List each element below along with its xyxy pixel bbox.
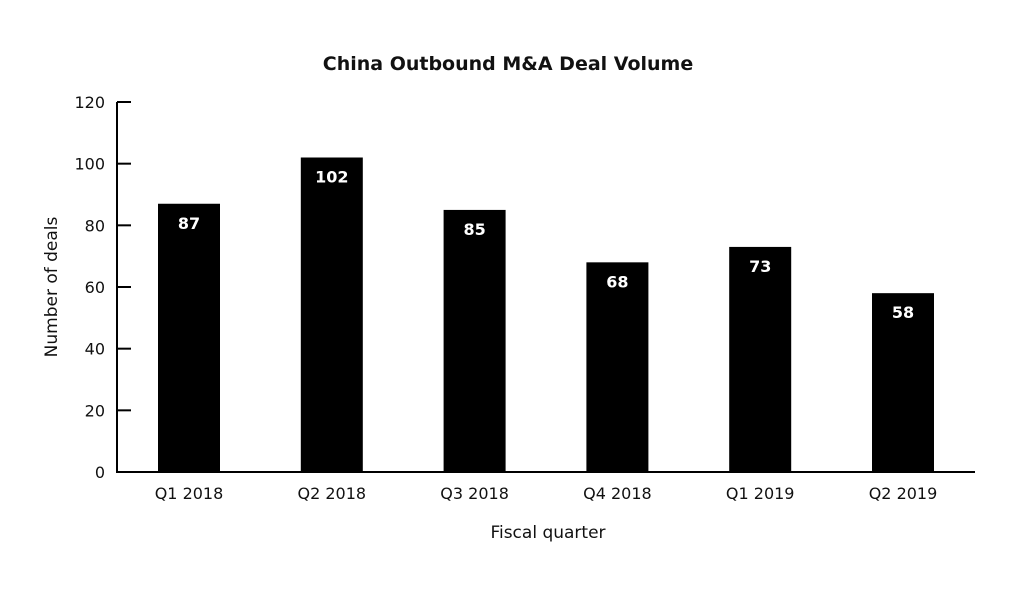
y-tick-label: 0: [95, 463, 105, 482]
bar-q2-2018: [300, 157, 363, 472]
y-tick-label: 60: [85, 278, 105, 297]
y-tick-label: 120: [74, 93, 105, 112]
x-tick-label: Q4 2018: [583, 484, 652, 503]
data-label: 73: [749, 257, 771, 276]
y-tick-label: 80: [85, 216, 105, 235]
bar-q1-2018: [158, 203, 220, 472]
bar-q2-2019: [872, 293, 934, 472]
y-axis: 0 20 40 60 80 100 120: [74, 93, 131, 482]
x-tick-label: Q2 2018: [298, 484, 367, 503]
x-axis: Q1 2018 Q2 2018 Q3 2018 Q4 2018 Q1 2019 Q2 20…: [116, 471, 975, 503]
bar-q3-2018: [443, 209, 506, 472]
x-axis-label: Fiscal quarter: [490, 523, 605, 543]
bar-q4-2018: [586, 262, 649, 472]
x-tick-label: Q3 2018: [440, 484, 509, 503]
y-tick-label: 100: [74, 155, 105, 174]
y-axis-label: Number of deals: [42, 216, 62, 357]
x-tick-label: Q1 2018: [155, 484, 224, 503]
data-label: 102: [315, 168, 348, 187]
data-label: 85: [463, 220, 485, 239]
data-label: 87: [178, 214, 200, 233]
bar-q1-2019: [729, 246, 792, 472]
y-tick-label: 40: [85, 340, 105, 359]
data-label: 68: [606, 272, 628, 291]
x-tick-label: Q2 2019: [869, 484, 938, 503]
x-tick-label: Q1 2019: [726, 484, 795, 503]
bars-group: 87 102 85 68 73 58: [158, 157, 934, 472]
chart-title: China Outbound M&A Deal Volume: [323, 53, 693, 75]
y-tick-label: 20: [85, 401, 105, 420]
data-label: 58: [892, 303, 914, 322]
